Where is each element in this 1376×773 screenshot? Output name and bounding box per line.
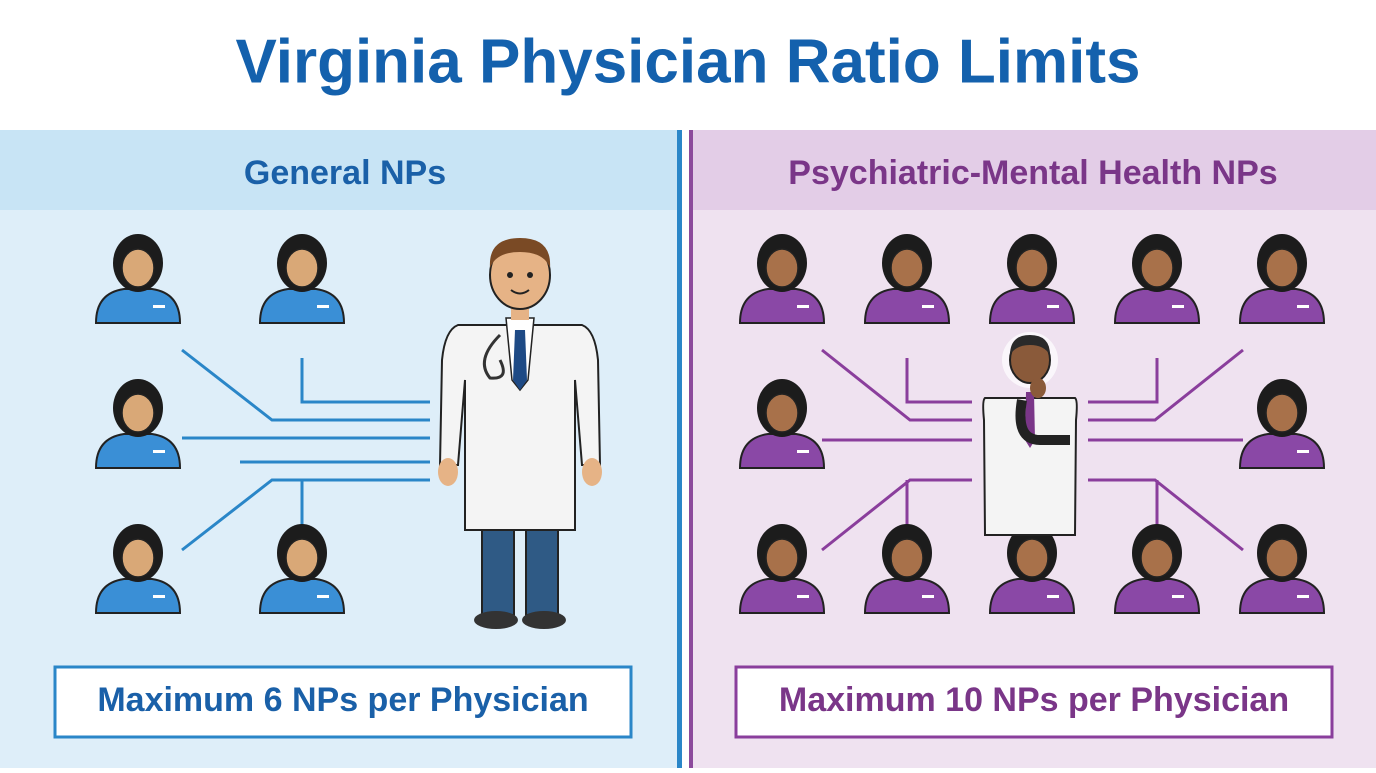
badge [1297,305,1309,308]
np-icon [1113,234,1201,324]
body [1113,578,1201,614]
np-icon [1238,234,1326,324]
badge [922,305,934,308]
divider-purple [689,130,693,768]
badge [1297,450,1309,453]
panel-heading: Psychiatric-Mental Health NPs [788,154,1277,192]
body [863,288,951,324]
face [285,248,319,288]
face [285,538,319,578]
badge [153,450,165,453]
body [738,288,826,324]
caption-box [53,665,633,739]
face [765,538,799,578]
caption: Maximum 10 NPs per Physician [779,681,1289,719]
body [863,578,951,614]
left-header-band [0,130,678,210]
badge [317,305,329,308]
badge [922,595,934,598]
body [94,288,182,324]
np-icon [258,524,346,614]
face [1265,393,1299,433]
divider-blue [677,130,682,768]
body [988,288,1076,324]
title-band [0,0,1376,130]
np-icon [94,524,182,614]
face [1265,538,1299,578]
caption: Maximum 6 NPs per Physician [97,681,588,719]
np-icon [738,379,826,469]
np-icon [863,524,951,614]
badge [153,595,165,598]
face [121,393,155,433]
badge [797,595,809,598]
face [121,248,155,288]
np-icon [1238,379,1326,469]
caption-box [734,665,1334,739]
body [988,578,1076,614]
face [121,538,155,578]
np-icon [988,524,1076,614]
body [1113,288,1201,324]
np-icon [94,379,182,469]
connectors [181,348,1244,552]
panel-heading: General NPs [244,154,446,192]
face [765,248,799,288]
np-icon [94,234,182,324]
badge [1172,305,1184,308]
badge [797,450,809,453]
face [1015,248,1049,288]
face [765,393,799,433]
face [1015,538,1049,578]
right-header-band [693,130,1376,210]
np-icon [738,524,826,614]
body [258,578,346,614]
np-icon [1113,524,1201,614]
body [738,578,826,614]
np-icon [738,234,826,324]
face [1140,538,1174,578]
face [1265,248,1299,288]
badge [317,595,329,598]
face [1140,248,1174,288]
np-icons [94,234,1326,614]
np-icon [258,234,346,324]
badge [1297,595,1309,598]
np-icon [1238,524,1326,614]
body [738,433,826,469]
badge [1172,595,1184,598]
physician-thinking [982,332,1078,536]
physician [438,238,602,629]
body [1238,578,1326,614]
body [94,433,182,469]
badge [1047,305,1059,308]
body [1238,433,1326,469]
badge [797,305,809,308]
title: Virginia Physician Ratio Limits [236,27,1141,96]
badge [1047,595,1059,598]
face [890,248,924,288]
body [94,578,182,614]
face [890,538,924,578]
body [258,288,346,324]
badge [153,305,165,308]
np-icon [863,234,951,324]
body [1238,288,1326,324]
np-icon [988,234,1076,324]
